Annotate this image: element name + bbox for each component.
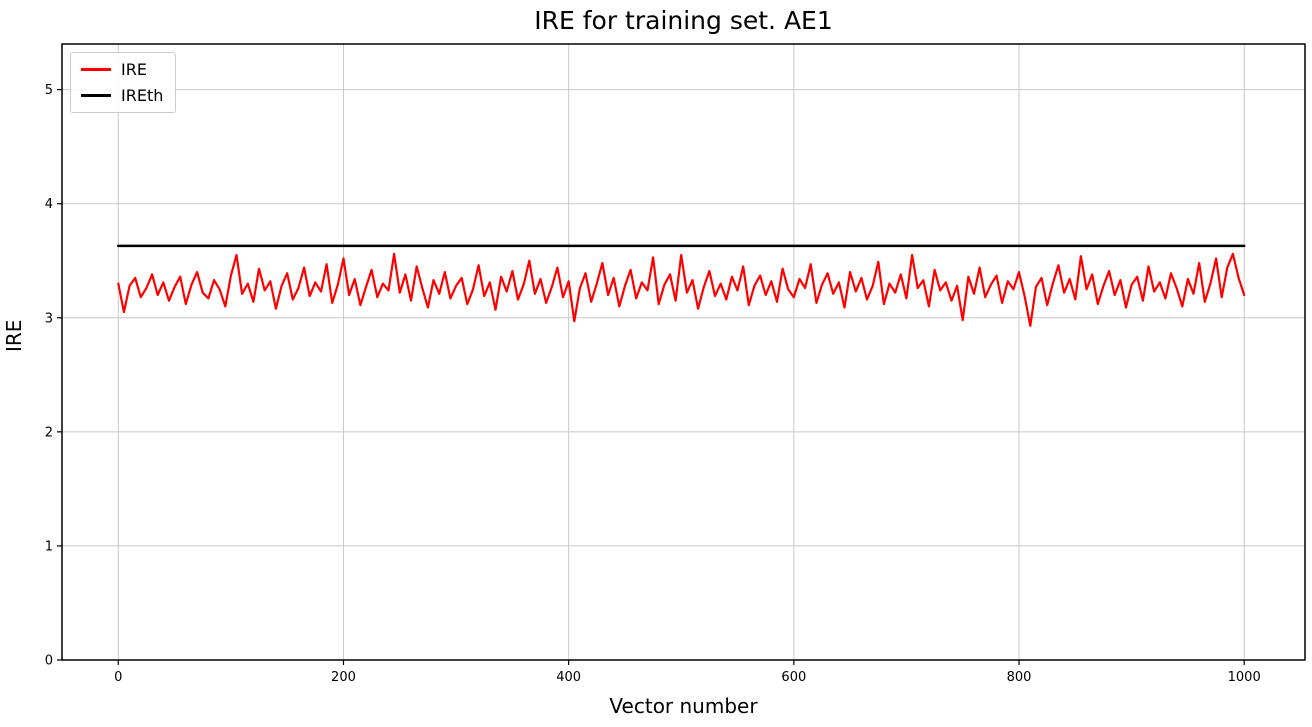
legend-label-ire: IRE	[121, 60, 147, 79]
chart-title: IRE for training set. AE1	[534, 6, 833, 35]
svg-text:1: 1	[45, 539, 53, 554]
svg-text:0: 0	[114, 670, 122, 685]
x-axis-label: Vector number	[609, 694, 758, 718]
svg-text:800: 800	[1007, 670, 1032, 685]
svg-text:200: 200	[331, 670, 356, 685]
legend-swatch-ireth	[81, 94, 111, 97]
legend-swatch-ire	[81, 68, 111, 71]
legend-entry-ire: IRE	[81, 60, 163, 79]
svg-text:2: 2	[45, 425, 53, 440]
svg-text:0: 0	[45, 654, 53, 669]
svg-text:5: 5	[45, 83, 53, 98]
svg-text:400: 400	[556, 670, 581, 685]
legend: IRE IREth	[70, 52, 177, 113]
legend-label-ireth: IREth	[121, 86, 164, 105]
legend-entry-ireth: IREth	[81, 86, 163, 105]
svg-text:4: 4	[45, 197, 53, 212]
svg-text:600: 600	[781, 670, 806, 685]
svg-text:3: 3	[45, 311, 53, 326]
y-axis-label: IRE	[2, 319, 26, 352]
svg-text:1000: 1000	[1228, 670, 1261, 685]
